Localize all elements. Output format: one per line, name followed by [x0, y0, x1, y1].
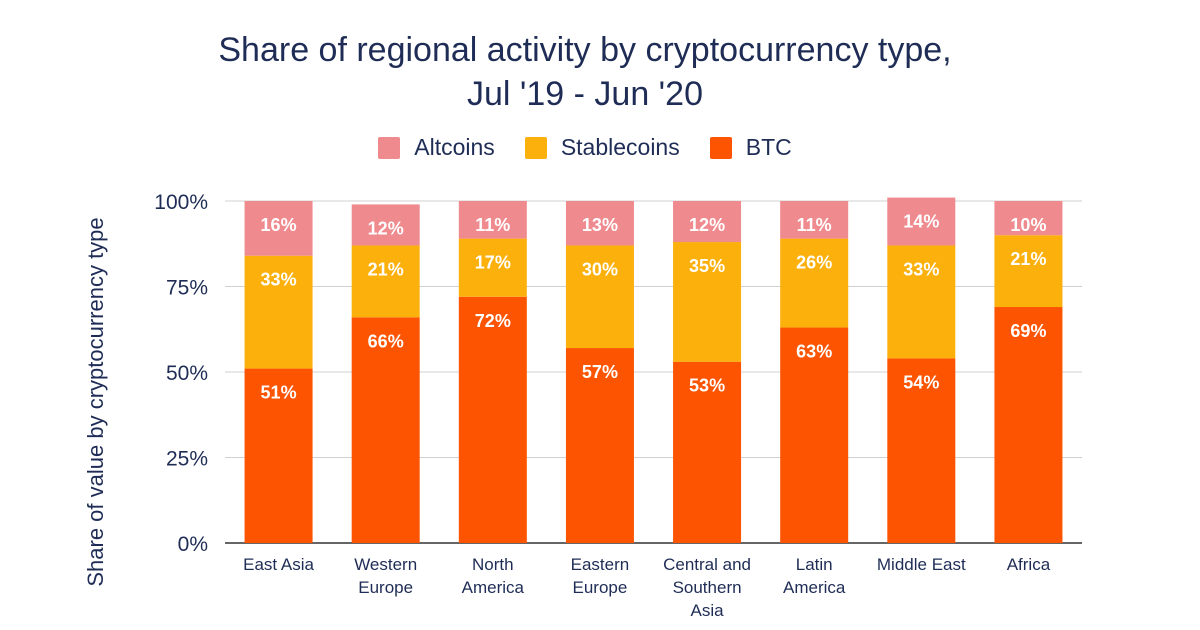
x-tick-label: Asia — [691, 601, 725, 620]
data-label: 21% — [1010, 249, 1046, 269]
y-tick-label: 0% — [178, 533, 208, 556]
y-tick-label: 75% — [166, 277, 208, 300]
data-label: 14% — [903, 212, 939, 232]
x-tick-label: Europe — [358, 578, 413, 597]
x-tick-label: East Asia — [243, 555, 314, 574]
x-tick-label: Europe — [573, 578, 628, 597]
data-label: 12% — [368, 218, 404, 238]
x-tick-label: Africa — [1007, 555, 1051, 574]
x-tick-label: North — [472, 555, 514, 574]
data-label: 53% — [689, 376, 725, 396]
data-label: 30% — [582, 259, 618, 279]
x-tick-label: Central and — [663, 555, 751, 574]
data-label: 33% — [261, 270, 297, 290]
data-label: 16% — [261, 215, 297, 235]
x-tick-label: Western — [354, 555, 417, 574]
x-tick-label: America — [783, 578, 846, 597]
y-tick-label: 25% — [166, 448, 208, 471]
bar-segment — [352, 245, 420, 317]
data-label: 69% — [1010, 321, 1046, 341]
data-label: 33% — [903, 259, 939, 279]
data-label: 10% — [1010, 215, 1046, 235]
data-label: 11% — [475, 215, 510, 235]
stacked-bar-chart: 0% 25% 50% 75% 100% Share of value by cryptoc… — [0, 0, 1200, 630]
data-label: 66% — [368, 331, 404, 351]
x-tick-label: Latin — [796, 555, 833, 574]
data-label: 26% — [796, 253, 832, 273]
x-tick-label: Southern — [673, 578, 742, 597]
bar-segment — [994, 235, 1062, 307]
y-tick-label: 50% — [166, 362, 208, 385]
x-tick-label: Eastern — [571, 555, 630, 574]
data-label: 12% — [689, 215, 725, 235]
data-label: 21% — [368, 259, 404, 279]
data-label: 13% — [582, 215, 618, 235]
bar-segment — [459, 297, 527, 543]
y-tick-label: 100% — [154, 191, 208, 214]
data-label: 63% — [796, 342, 832, 362]
data-label: 11% — [797, 215, 832, 235]
bar-segment — [994, 307, 1062, 543]
data-label: 54% — [903, 372, 939, 392]
x-tick-label: America — [462, 578, 525, 597]
y-axis-label: Share of value by cryptocurrency type — [83, 217, 108, 586]
x-tick-label: Middle East — [877, 555, 966, 574]
data-label: 57% — [582, 362, 618, 382]
data-label: 17% — [475, 253, 511, 273]
data-label: 51% — [261, 383, 297, 403]
data-label: 35% — [689, 256, 725, 276]
data-label: 72% — [475, 311, 511, 331]
